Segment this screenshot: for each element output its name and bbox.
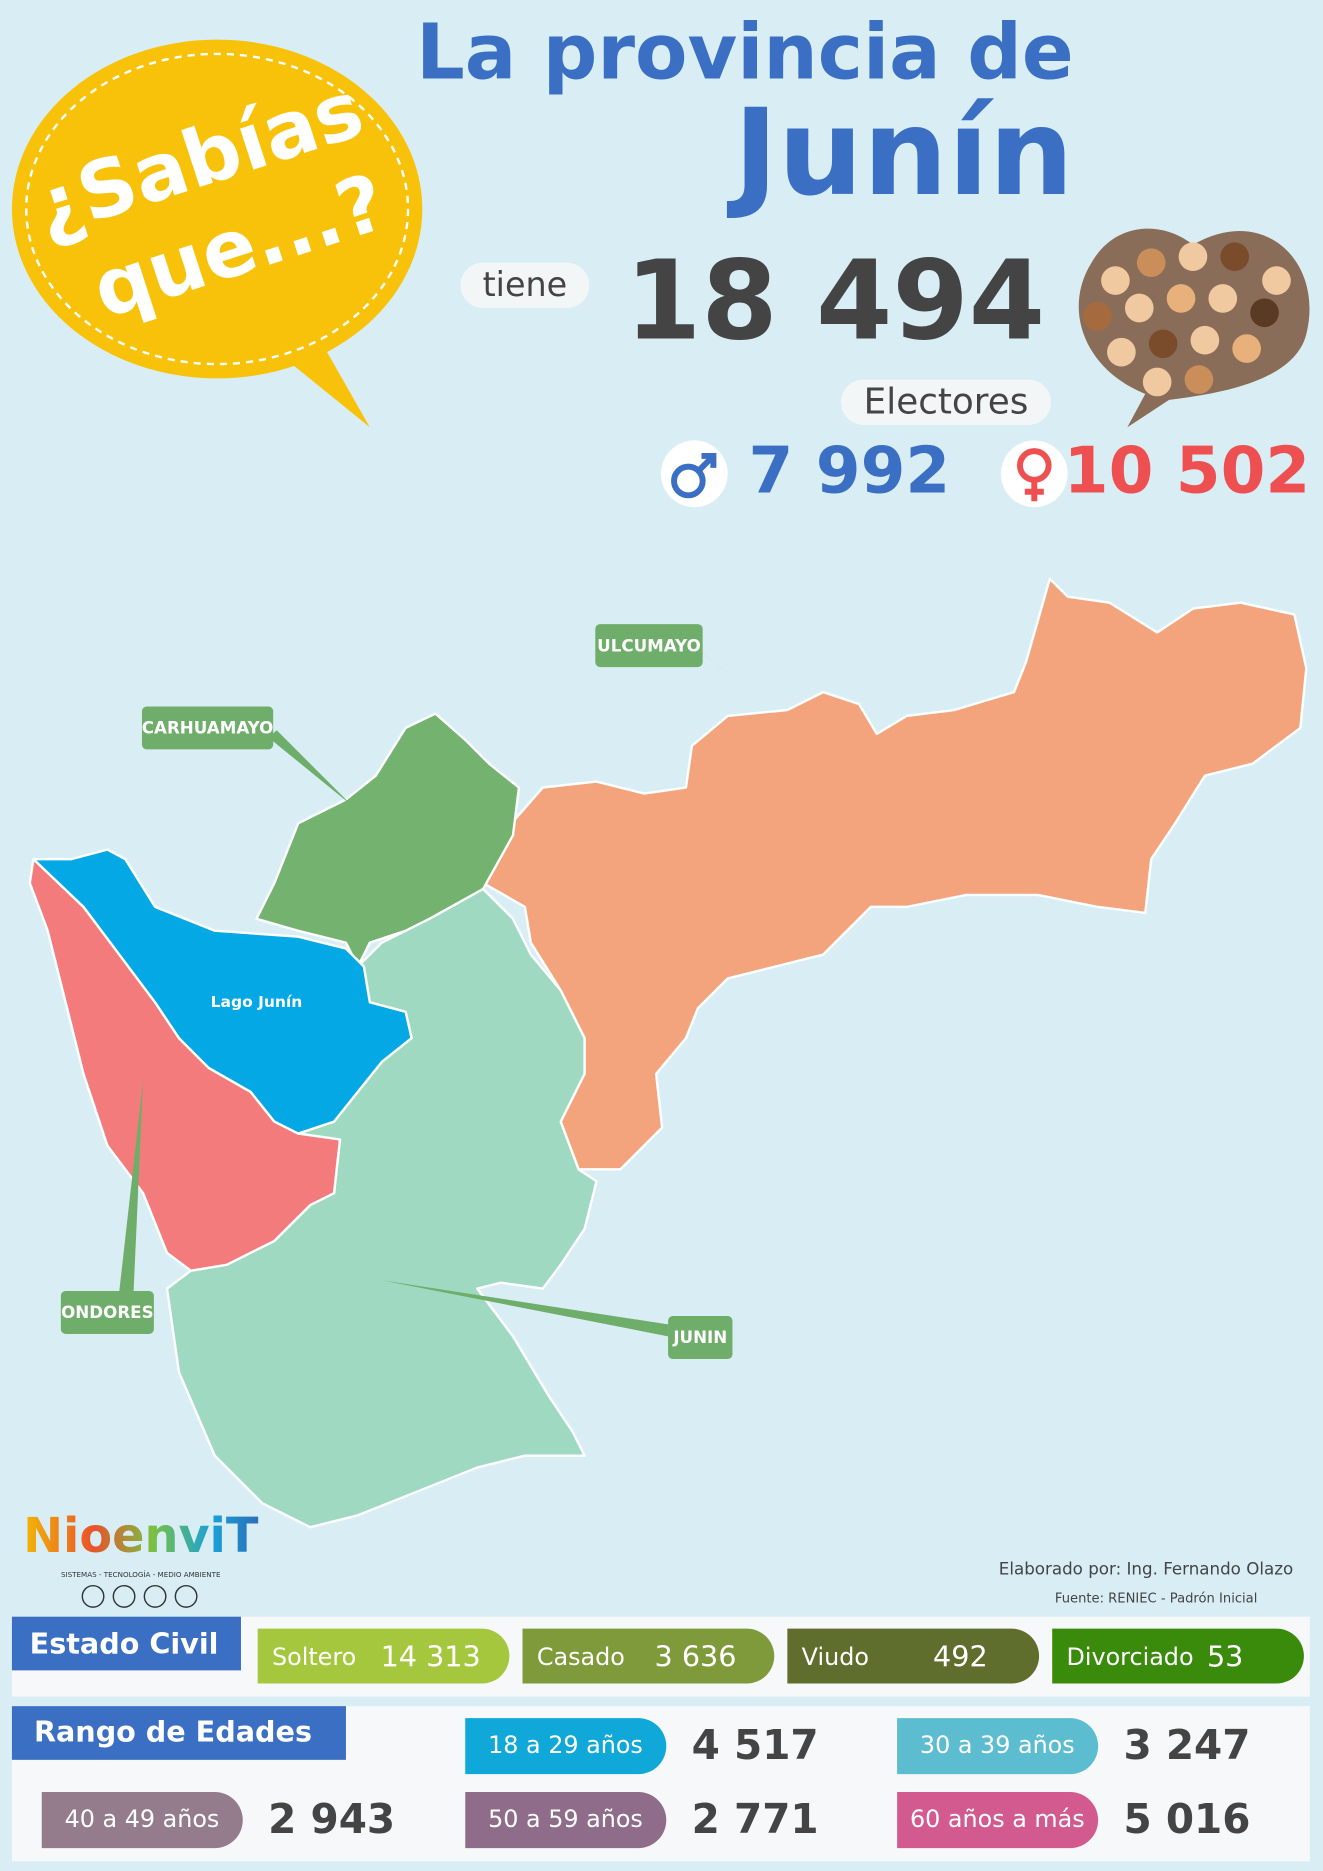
- female-count: 10 502: [1064, 434, 1311, 509]
- civil-title-box: [11, 1616, 241, 1671]
- civil-label: Viudo: [802, 1643, 869, 1671]
- age-label: 18 a 29 años: [488, 1731, 643, 1759]
- label-box: [141, 706, 274, 750]
- age-items: 18 a 29 años 4 517 30 a 39 años 3 247 40 a 4…: [41, 1718, 1251, 1849]
- age-label: 40 a 49 años: [65, 1805, 220, 1833]
- civil-value: 14 313: [381, 1639, 481, 1673]
- map-label: ULCUMAYO: [597, 635, 701, 655]
- tiene-text: tiene: [483, 265, 568, 304]
- female-icon: [1017, 448, 1052, 502]
- civil-items: Soltero 14 313 Casado 3 636 Viudo 492 Divorcia…: [257, 1628, 1304, 1684]
- civil-title: Estado Civil: [30, 1626, 219, 1660]
- age-value: 2 943: [268, 1795, 395, 1843]
- map-labels: ULCUMAYO CARHUAMAYO Lago Junín ONDORES J…: [60, 624, 733, 1360]
- social-icons: [81, 1584, 198, 1608]
- map-label: CARHUAMAYO: [142, 718, 274, 738]
- crowd-icon: [1078, 228, 1310, 428]
- age-value: 5 016: [1124, 1795, 1251, 1843]
- civil-pill: [522, 1628, 775, 1684]
- civil-pill: [787, 1628, 1040, 1684]
- civil-label: Casado: [537, 1643, 625, 1671]
- age-label: 50 a 59 años: [488, 1805, 643, 1833]
- female-icon-bg: [1000, 440, 1068, 508]
- bubble-tail: [262, 322, 370, 428]
- label-box: [595, 624, 703, 668]
- bubble-dash: [25, 52, 410, 366]
- credits-source: Fuente: RENIEC - Padrón Inicial: [1055, 1591, 1257, 1606]
- map-label: Lago Junín: [211, 993, 303, 1011]
- title-line2: Junín: [727, 84, 1074, 223]
- electores-text: Electores: [864, 381, 1029, 422]
- civil-value: 3 636: [655, 1639, 737, 1673]
- age-pill: [897, 1792, 1099, 1849]
- label-box: [668, 1316, 733, 1360]
- age-title-box: [11, 1706, 346, 1760]
- bubble-shape: [11, 39, 423, 379]
- civil-value: 53: [1207, 1639, 1243, 1673]
- region-ulcumayo: [481, 577, 1308, 1171]
- civil-value: 492: [933, 1639, 988, 1673]
- tiene-pill: [460, 262, 590, 308]
- map-label: JUNIN: [672, 1327, 727, 1347]
- map: [28, 577, 1308, 1529]
- label-box: [60, 1291, 154, 1334]
- age-value: 3 247: [1124, 1721, 1251, 1769]
- age-pill: [41, 1792, 243, 1849]
- electores-pill: [841, 379, 1052, 425]
- age-pill: [897, 1718, 1099, 1775]
- map-label: ONDORES: [61, 1302, 153, 1322]
- male-count: 7 992: [749, 434, 951, 509]
- logo-name: NioenviT: [23, 1509, 259, 1564]
- age-value: 2 771: [692, 1795, 819, 1843]
- age-title: Rango de Edades: [34, 1715, 312, 1749]
- age-value: 4 517: [692, 1721, 819, 1769]
- title-line1: La provincia de: [416, 8, 1074, 97]
- credits-author: Elaborado por: Ing. Fernando Olazo: [999, 1559, 1293, 1579]
- age-pill: [465, 1792, 667, 1849]
- logo-tagline: SISTEMAS - TECNOLOGÍA - MEDIO AMBIENTE: [61, 1570, 221, 1579]
- age-pill: [465, 1718, 667, 1775]
- male-icon: [671, 452, 717, 499]
- civil-pill: [257, 1628, 510, 1684]
- lake-junin: [32, 848, 413, 1135]
- age-label: 60 años a más: [910, 1805, 1085, 1833]
- speech-bubble: ¿Sabías que...?: [11, 39, 423, 428]
- civil-pill: [1052, 1628, 1304, 1684]
- civil-label: Divorciado: [1067, 1643, 1194, 1671]
- civil-label: Soltero: [272, 1643, 356, 1671]
- age-label: 30 a 39 años: [920, 1731, 1075, 1759]
- total-value: 18 494: [625, 236, 1045, 364]
